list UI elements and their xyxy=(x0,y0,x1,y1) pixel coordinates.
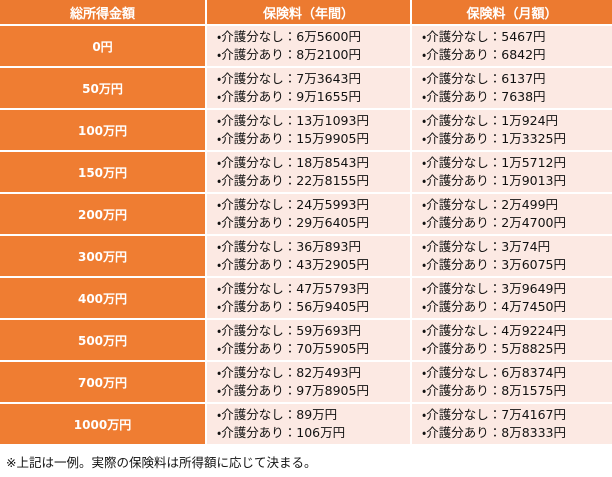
value-line: ・介護分あり：6842円 xyxy=(422,47,546,62)
value-cell: ・介護分なし：47万5793円 ・介護分あり：56万9405円 xyxy=(207,278,410,318)
value-line: ・介護分あり：1万9013円 xyxy=(422,173,567,188)
value-line: ・介護分あり：97万8905円 xyxy=(217,383,369,398)
row-label: 500万円 xyxy=(0,320,205,360)
row-label: 300万円 xyxy=(0,236,205,276)
value-line: ・介護分なし：6万8374円 xyxy=(422,365,567,380)
value-cell: ・介護分なし：6万5600円 ・介護分あり：8万2100円 xyxy=(207,26,410,66)
value-cell: ・介護分なし：5467円 ・介護分あり：6842円 xyxy=(412,26,612,66)
value-cell: ・介護分なし：36万893円 ・介護分あり：43万2905円 xyxy=(207,236,410,276)
value-line: ・介護分あり：29万6405円 xyxy=(217,215,369,230)
value-line: ・介護分なし：3万9649円 xyxy=(422,281,567,296)
value-line: ・介護分あり：9万1655円 xyxy=(217,89,362,104)
header-cell: 総所得金額 xyxy=(0,0,205,24)
row-label: 50万円 xyxy=(0,68,205,108)
value-cell: ・介護分なし：13万1093円 ・介護分あり：15万9905円 xyxy=(207,110,410,150)
header-cell: 保険料（月額） xyxy=(412,0,612,24)
value-line: ・介護分なし：1万5712円 xyxy=(422,155,567,170)
value-cell: ・介護分なし：6137円 ・介護分あり：7638円 xyxy=(412,68,612,108)
value-line: ・介護分あり：2万4700円 xyxy=(422,215,567,230)
value-line: ・介護分なし：3万74円 xyxy=(422,239,551,254)
value-line: ・介護分あり：1万3325円 xyxy=(422,131,567,146)
row-label: 1000万円 xyxy=(0,404,205,444)
value-line: ・介護分なし：36万893円 xyxy=(217,239,362,254)
value-cell: ・介護分なし：89万円 ・介護分あり：106万円 xyxy=(207,404,410,444)
row-label: 150万円 xyxy=(0,152,205,192)
value-cell: ・介護分なし：24万5993円 ・介護分あり：29万6405円 xyxy=(207,194,410,234)
value-line: ・介護分あり：43万2905円 xyxy=(217,257,369,272)
value-line: ・介護分なし：2万499円 xyxy=(422,197,559,212)
value-line: ・介護分なし：5467円 xyxy=(422,29,546,44)
value-line: ・介護分あり：56万9405円 xyxy=(217,299,369,314)
row-label: 400万円 xyxy=(0,278,205,318)
footnote: ※上記は一例。実際の保険料は所得額に応じて決まる。 xyxy=(6,455,317,470)
value-cell: ・介護分なし：3万9649円 ・介護分あり：4万7450円 xyxy=(412,278,612,318)
value-line: ・介護分なし：7万3643円 xyxy=(217,71,362,86)
row-label: 200万円 xyxy=(0,194,205,234)
value-line: ・介護分なし：4万9224円 xyxy=(422,323,567,338)
value-cell: ・介護分なし：6万8374円 ・介護分あり：8万1575円 xyxy=(412,362,612,402)
value-line: ・介護分あり：8万2100円 xyxy=(217,47,362,62)
value-line: ・介護分あり：4万7450円 xyxy=(422,299,567,314)
value-line: ・介護分あり：8万1575円 xyxy=(422,383,567,398)
value-cell: ・介護分なし：7万3643円 ・介護分あり：9万1655円 xyxy=(207,68,410,108)
value-line: ・介護分あり：106万円 xyxy=(217,425,346,440)
value-line: ・介護分なし：18万8543円 xyxy=(217,155,369,170)
row-label: 700万円 xyxy=(0,362,205,402)
value-cell: ・介護分なし：59万693円 ・介護分あり：70万5905円 xyxy=(207,320,410,360)
header-cell: 保険料（年間） xyxy=(207,0,410,24)
value-line: ・介護分あり：22万8155円 xyxy=(217,173,369,188)
value-line: ・介護分なし：13万1093円 xyxy=(217,113,369,128)
value-line: ・介護分あり：3万6075円 xyxy=(422,257,567,272)
value-line: ・介護分あり：5万8825円 xyxy=(422,341,567,356)
value-line: ・介護分なし：6137円 xyxy=(422,71,546,86)
row-label: 0円 xyxy=(0,26,205,66)
value-line: ・介護分なし：82万493円 xyxy=(217,365,362,380)
value-line: ・介護分なし：47万5793円 xyxy=(217,281,369,296)
value-cell: ・介護分なし：82万493円 ・介護分あり：97万8905円 xyxy=(207,362,410,402)
value-cell: ・介護分なし：18万8543円 ・介護分あり：22万8155円 xyxy=(207,152,410,192)
value-line: ・介護分なし：59万693円 xyxy=(217,323,362,338)
value-line: ・介護分なし：6万5600円 xyxy=(217,29,362,44)
value-cell: ・介護分なし：1万924円 ・介護分あり：1万3325円 xyxy=(412,110,612,150)
value-line: ・介護分なし：89万円 xyxy=(217,407,338,422)
value-cell: ・介護分なし：1万5712円 ・介護分あり：1万9013円 xyxy=(412,152,612,192)
value-line: ・介護分あり：7638円 xyxy=(422,89,546,104)
value-cell: ・介護分なし：2万499円 ・介護分あり：2万4700円 xyxy=(412,194,612,234)
value-line: ・介護分あり：8万8333円 xyxy=(422,425,567,440)
row-label: 100万円 xyxy=(0,110,205,150)
value-line: ・介護分あり：70万5905円 xyxy=(217,341,369,356)
value-cell: ・介護分なし：3万74円・介護分あり：3万6075円 xyxy=(412,236,612,276)
value-cell: ・介護分なし：7万4167円 ・介護分あり：8万8333円 xyxy=(412,404,612,444)
value-line: ・介護分なし：1万924円 xyxy=(422,113,559,128)
value-line: ・介護分なし：7万4167円 xyxy=(422,407,567,422)
value-line: ・介護分なし：24万5993円 xyxy=(217,197,369,212)
value-line: ・介護分あり：15万9905円 xyxy=(217,131,369,146)
value-cell: ・介護分なし：4万9224円 ・介護分あり：5万8825円 xyxy=(412,320,612,360)
